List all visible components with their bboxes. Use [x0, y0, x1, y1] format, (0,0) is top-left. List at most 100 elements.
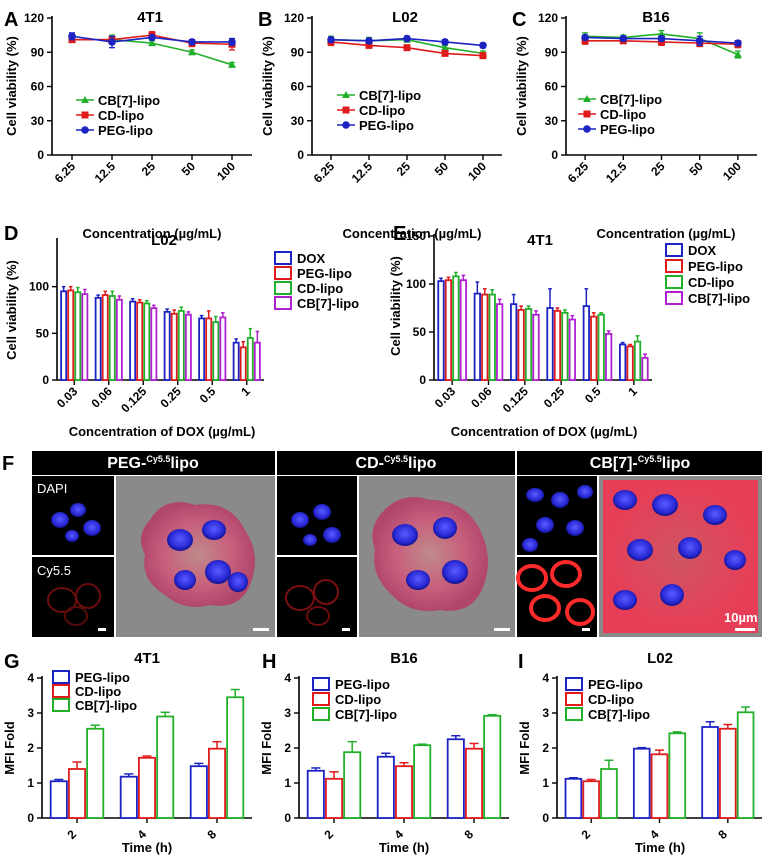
- x-tick-label: 0.06: [88, 384, 115, 411]
- cell-red-outline: [565, 598, 595, 626]
- x-axis-label: Concentration (µg/mL): [83, 226, 222, 241]
- x-tick-label: 2: [579, 827, 594, 842]
- x-axis-label: Concentration (µg/mL): [597, 226, 736, 241]
- bar: [481, 293, 489, 381]
- x-tick-label: 12.5: [92, 159, 119, 186]
- y-axis-label: MFI Fold: [517, 721, 532, 774]
- bar: [564, 777, 583, 819]
- data-point: [657, 29, 666, 37]
- y-axis-label: Cell viability (%): [4, 36, 19, 136]
- data-point: [733, 50, 742, 58]
- bar: [510, 303, 518, 381]
- y-tick-label: 90: [291, 45, 305, 59]
- legend-swatch: [565, 692, 583, 706]
- bar: [49, 780, 68, 819]
- nucleus-blob: [174, 570, 196, 590]
- y-tick-label: 0: [42, 373, 49, 387]
- legend-swatch: [274, 251, 292, 265]
- y-tick-label: 60: [291, 80, 305, 94]
- x-tick-label: 8: [461, 827, 476, 842]
- scale-bar: [342, 628, 350, 631]
- nucleus-blob: [51, 512, 69, 528]
- y-tick-label: 1: [284, 776, 291, 790]
- data-point: [68, 32, 76, 41]
- legend-label: CD-lipo: [335, 692, 381, 707]
- y-tick-label: 0: [284, 811, 291, 825]
- bar: [68, 768, 87, 819]
- panel-d-chart: D L02 0 50 100 0.03 0.06 0.125 0.25 0.5 1 Concentra…: [4, 223, 359, 439]
- x-tick-label: 0.03: [54, 384, 81, 411]
- bar: [597, 313, 605, 381]
- panel-e-chart: E 4T1 0 50 100 150 0.03 0.06 0.125 0.25 0.5 1 Concen…: [388, 223, 750, 439]
- group3-title: CB[7]-Cy5.5lipo: [590, 454, 691, 472]
- y-tick-label: 4: [27, 671, 34, 685]
- x-tick-label: 12.5: [603, 159, 630, 186]
- bar: [619, 343, 627, 381]
- bar: [67, 289, 75, 381]
- panel-letter: I: [518, 651, 524, 673]
- legend-label: CB[7]-lipo: [297, 296, 359, 311]
- legend-label: PEG-lipo: [98, 123, 153, 138]
- x-tick-label: 0.25: [157, 384, 184, 411]
- legend-marker: [583, 125, 591, 133]
- nucleus-blob: [205, 560, 231, 584]
- bar: [150, 307, 158, 381]
- legend-marker: [81, 111, 89, 119]
- legend-label: PEG-lipo: [600, 122, 655, 137]
- x-axis-label: Time (h): [635, 840, 685, 855]
- bar: [626, 345, 634, 381]
- chart-title: 4T1: [134, 650, 160, 667]
- nucleus-blob: [703, 505, 727, 525]
- group1-title: PEG-Cy5.5lipo: [107, 454, 199, 472]
- legend-label: CB[7]-lipo: [359, 88, 421, 103]
- data-point: [365, 41, 373, 49]
- group3-title-bar: [517, 451, 762, 475]
- panel-letter: B: [258, 9, 272, 31]
- legend-marker: [342, 91, 350, 98]
- nucleus-blob: [627, 539, 653, 561]
- bar: [74, 291, 82, 381]
- y-axis-label: Cell viability (%): [388, 256, 403, 356]
- bar: [641, 357, 649, 381]
- nucleus-blob: [613, 490, 637, 510]
- bar: [81, 293, 89, 381]
- legend-swatch: [665, 275, 683, 289]
- y-tick-label: 0: [551, 148, 558, 162]
- bar: [198, 317, 206, 381]
- x-tick-label: 25: [139, 159, 159, 179]
- y-tick-label: 0: [419, 373, 426, 387]
- legend-label: PEG-lipo: [688, 259, 743, 274]
- nucleus-blob: [167, 529, 193, 551]
- bar: [483, 714, 502, 819]
- y-tick-label: 3: [542, 706, 549, 720]
- panel-letter: E: [393, 223, 406, 245]
- y-axis-label: MFI Fold: [2, 721, 17, 774]
- data-point: [403, 44, 411, 52]
- x-tick-label: 0.03: [432, 384, 459, 411]
- bar: [605, 333, 613, 381]
- chart-title: L02: [647, 650, 673, 667]
- legend-swatch: [565, 677, 583, 691]
- legend-swatch: [312, 707, 330, 721]
- legend-marker: [342, 106, 350, 114]
- bar: [668, 732, 687, 819]
- scale-bar: [98, 628, 106, 631]
- bar: [137, 756, 156, 819]
- nucleus-blob: [323, 527, 341, 543]
- nucleus-blob: [313, 504, 331, 520]
- y-tick-label: 0: [297, 148, 304, 162]
- nucleus-blob: [202, 520, 226, 540]
- y-tick-label: 1: [27, 776, 34, 790]
- bar: [582, 780, 600, 819]
- legend-swatch: [52, 670, 70, 684]
- bar: [553, 309, 562, 381]
- data-point: [441, 38, 449, 46]
- nucleus-blob: [228, 572, 248, 592]
- bar: [115, 298, 123, 381]
- x-tick-label: 8: [715, 827, 730, 842]
- x-tick-label: 2: [64, 827, 79, 842]
- data-point: [441, 43, 449, 51]
- bar: [177, 310, 185, 381]
